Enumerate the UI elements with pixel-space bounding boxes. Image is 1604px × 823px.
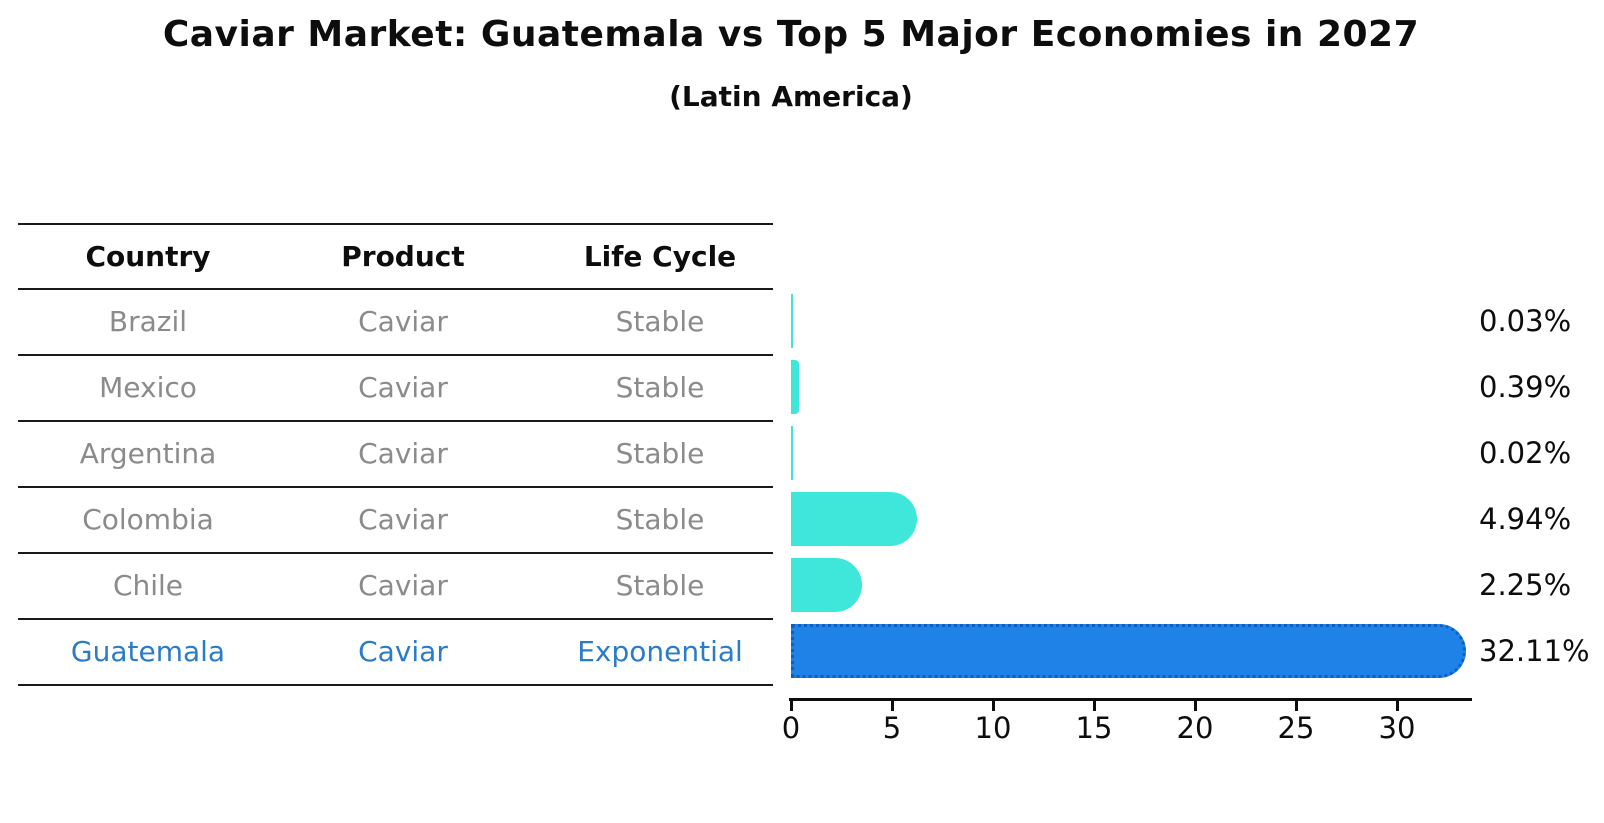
table-separator-line [18, 684, 773, 686]
table-separator-line [18, 223, 773, 225]
table-row: Argentina Caviar Stable [18, 420, 773, 486]
life-cycle-cell: Stable [615, 304, 705, 338]
country-cell: Chile [112, 568, 184, 602]
x-tick [891, 701, 894, 711]
product-cell: Caviar [358, 304, 448, 338]
x-tick [1093, 701, 1096, 711]
product-cell: Caviar [358, 502, 448, 536]
value-label: 4.94% [1479, 502, 1572, 536]
bar-highlighted [791, 624, 1466, 678]
life-cycle-cell: Exponential [577, 634, 743, 668]
x-tick-label: 5 [882, 711, 902, 745]
bar [791, 492, 917, 546]
x-tick-label: 30 [1378, 711, 1416, 745]
value-label: 32.11% [1479, 634, 1590, 668]
table-separator-line [18, 486, 773, 488]
x-tick-label: 25 [1277, 711, 1315, 745]
bar [791, 360, 799, 414]
country-cell: Mexico [99, 370, 197, 404]
x-tick-label: 15 [1075, 711, 1113, 745]
x-tick [790, 701, 793, 711]
table-row: Brazil Caviar Stable [18, 288, 773, 354]
bar [791, 426, 793, 480]
life-cycle-cell: Stable [615, 502, 705, 536]
table-header-life-cycle: Life Cycle [583, 239, 737, 273]
table-separator-line [18, 618, 773, 620]
value-label: 2.25% [1479, 568, 1572, 602]
value-label: 0.03% [1479, 304, 1572, 338]
table-header-country: Country [85, 239, 211, 273]
product-cell: Caviar [358, 436, 448, 470]
table-separator-line [18, 420, 773, 422]
value-label: 0.02% [1479, 436, 1572, 470]
life-cycle-cell: Stable [615, 370, 705, 404]
product-cell: Caviar [358, 568, 448, 602]
table-separator-line [18, 288, 773, 290]
country-cell: Argentina [79, 436, 217, 470]
table-header-product: Product [341, 239, 465, 273]
x-tick [992, 701, 995, 711]
table-separator-line [18, 354, 773, 356]
life-cycle-cell: Stable [615, 436, 705, 470]
x-tick [1194, 701, 1197, 711]
x-tick-label: 20 [1176, 711, 1214, 745]
country-cell: Guatemala [70, 634, 226, 668]
x-tick [1396, 701, 1399, 711]
life-cycle-cell: Stable [615, 568, 705, 602]
bar [791, 294, 793, 348]
table-row: Mexico Caviar Stable [18, 354, 773, 420]
product-cell: Caviar [358, 370, 448, 404]
chart-title: Caviar Market: Guatemala vs Top 5 Major … [162, 14, 1420, 55]
chart-subtitle: (Latin America) [669, 80, 913, 113]
table-header-row: Country Product Life Cycle [18, 223, 773, 289]
x-tick [1295, 701, 1298, 711]
x-tick-label: 0 [781, 711, 801, 745]
country-cell: Colombia [82, 502, 214, 536]
value-label: 0.39% [1479, 370, 1572, 404]
table-row: Guatemala Caviar Exponential [18, 618, 773, 684]
table-row: Chile Caviar Stable [18, 552, 773, 618]
country-cell: Brazil [108, 304, 188, 338]
bar [791, 558, 863, 612]
table-separator-line [18, 552, 773, 554]
x-tick-label: 10 [974, 711, 1012, 745]
table-row: Colombia Caviar Stable [18, 486, 773, 552]
product-cell: Caviar [358, 634, 448, 668]
x-axis-line [789, 698, 1472, 701]
